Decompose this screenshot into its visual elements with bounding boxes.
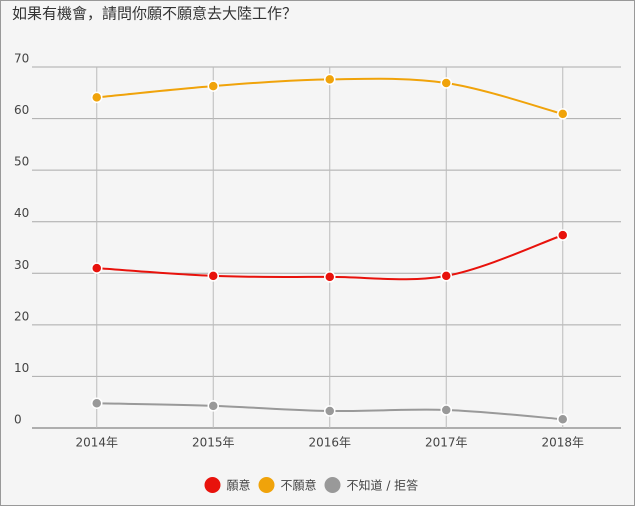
y-tick-label: 70 [14,52,29,66]
point [557,108,569,120]
x-tick-label: 2014年 [75,436,118,450]
legend-label: 願意 [227,478,251,493]
y-tick-label: 30 [14,258,29,272]
y-tick-label: 60 [14,103,29,117]
legend-marker [324,477,341,493]
point [557,413,569,425]
point [324,405,336,417]
point [324,271,336,283]
point [557,229,569,241]
point [440,270,452,282]
y-tick-label: 0 [14,413,22,427]
legend-marker [258,477,275,493]
x-tick-label: 2016年 [308,436,351,450]
point [440,404,452,416]
chart-title: 如果有機會，請問你願不願意去大陸工作？ [12,5,297,23]
y-tick-label: 10 [14,361,29,375]
point [207,400,219,412]
y-tick-label: 20 [14,309,29,323]
point [207,80,219,92]
point [324,73,336,86]
legend-label: 不知道 / 拒答 [347,478,419,493]
point [91,397,103,409]
x-tick-label: 2015年 [192,436,235,450]
y-tick-label: 50 [14,155,29,169]
y-tick-label: 40 [14,206,29,220]
point [91,262,103,274]
x-tick-label: 2017年 [425,436,468,450]
legend-label: 不願意 [281,478,317,493]
point [91,91,103,104]
legend-marker [204,477,221,493]
x-tick-label: 2018年 [541,436,584,450]
point [440,77,452,89]
point [207,270,219,282]
